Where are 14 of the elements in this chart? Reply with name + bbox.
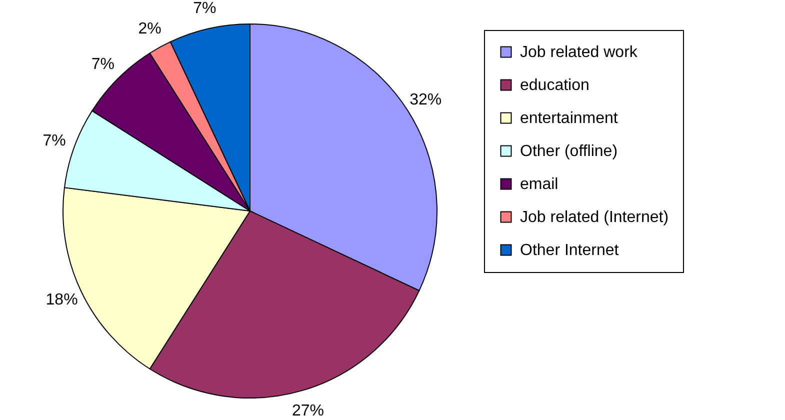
legend-label: Other Internet: [520, 242, 620, 259]
data-label: 7%: [91, 56, 114, 73]
legend-label: Other (offline): [520, 143, 618, 160]
data-label: 27%: [292, 402, 324, 420]
legend-label: education: [520, 77, 590, 94]
legend-label: email: [520, 176, 558, 193]
data-label: 2%: [138, 20, 162, 38]
legend-label: Job related (Internet): [520, 209, 669, 226]
data-label: 18%: [46, 292, 78, 309]
legend-label: entertainment: [520, 110, 618, 127]
data-label: 7%: [42, 132, 66, 150]
data-label: 7%: [193, 0, 216, 18]
data-label: 32%: [410, 92, 442, 109]
legend-label: Job related work: [520, 44, 638, 61]
